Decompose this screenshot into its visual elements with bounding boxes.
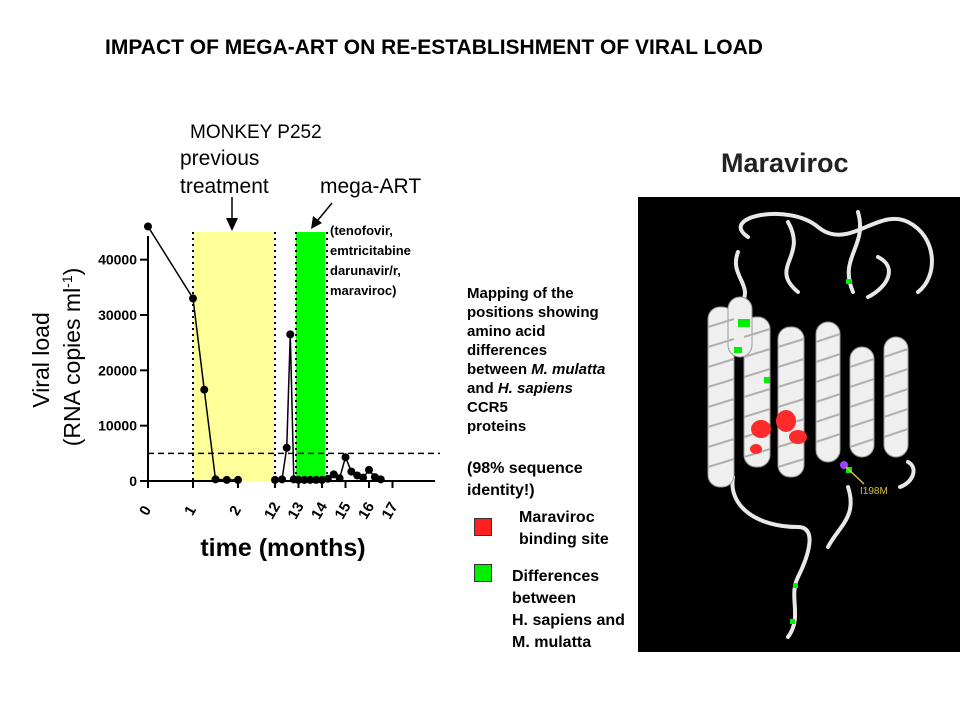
mapping-line: and H. sapiens [467,380,573,397]
data-point [323,474,332,483]
mapping-description: Mapping of the positions showing amino aci… [467,284,642,436]
previous-treatment-arrowhead [226,218,238,231]
ccr5-structure-image: I198M [638,197,960,652]
differences-swatch [474,564,492,582]
mapping-line: differences [467,342,548,359]
x-tick-label: 17 [379,499,402,522]
data-point [306,475,315,484]
chart-title: MONKEY P252 [190,122,322,143]
mapping-line: CCR5 [467,399,508,416]
drug-list-line: darunavir/r, [330,263,401,278]
x-tick-label: 15 [332,499,355,522]
structure-title: Maraviroc [721,148,849,178]
mega-art-arrow [317,202,333,221]
x-tick-label: 1 [181,503,200,519]
data-point [189,294,197,303]
legend-line: Differences [512,568,600,585]
x-tick-label: 0 [136,503,155,519]
mapping-line: amino acid [467,323,546,340]
y-tick-label: 20000 [98,362,137,378]
data-point [365,465,373,474]
y-axis-label: Viral load [28,312,54,407]
data-point [294,475,303,484]
x-axis-label: time (months) [200,534,365,562]
legend-line: M. mulatta [512,634,592,651]
data-point [234,475,242,484]
slide-title: IMPACT OF MEGA-ART ON RE-ESTABLISHMENT O… [105,36,763,59]
mutation-label: I198M [860,486,888,497]
data-point [222,475,231,484]
mega-art-band [296,232,325,481]
x-tick-label: 13 [285,499,308,522]
data-point [335,474,344,483]
binding-site-legend-label: Maraviroc binding site [519,507,609,551]
data-point [341,453,350,462]
previous-treatment-label: previous [180,147,259,170]
drug-list-line: maraviroc) [330,283,396,298]
y-tick-label: 40000 [98,252,137,268]
legend-line: H. sapiens and [512,612,625,629]
mapping-line: between M. mulatta [467,361,606,378]
previous-treatment-label: treatment [180,175,269,198]
identity-line-1: (98% sequence [467,460,583,477]
mapping-line: Mapping of the [467,285,574,302]
data-point [278,475,287,484]
mega-art-label: mega-ART [320,175,421,198]
x-tick-label: 12 [261,499,284,522]
y-tick-label: 10000 [98,418,137,434]
binding-site-swatch [474,518,492,536]
drug-list-line: emtricitabine [330,243,411,258]
legend-line: Maraviroc [519,509,595,526]
data-point [282,443,291,452]
sequence-identity-text: (98% sequence identity!) [467,458,583,502]
data-point [144,222,152,231]
data-point [271,475,279,484]
data-point [329,470,338,479]
data-point [211,475,220,484]
identity-line-2: identity!) [467,482,535,499]
previous-treatment-band [193,232,274,481]
data-point [359,473,368,482]
differences-legend-label: Differences between H. sapiens and M. mu… [512,566,625,654]
y-axis-units-label: (RNA copies ml-1) [59,268,85,447]
data-point [347,467,356,476]
mega-art-arrowhead [311,216,322,229]
data-point [200,385,209,394]
data-point [312,475,321,484]
legend-line: binding site [519,531,609,548]
ccr5-ribbon-drawing: I198M [707,210,934,639]
x-tick-label: 2 [226,503,245,519]
mapping-line: proteins [467,418,527,435]
data-point [300,475,309,484]
data-point [286,330,295,339]
legend-line: between [512,590,577,607]
y-tick-label: 0 [129,473,137,489]
data-point [376,475,385,484]
mapping-line: positions showing [467,304,599,321]
drug-list-line: (tenofovir, [330,223,393,238]
x-tick-label: 16 [355,499,378,522]
y-tick-label: 30000 [98,307,137,323]
x-tick-label: 14 [308,499,331,523]
